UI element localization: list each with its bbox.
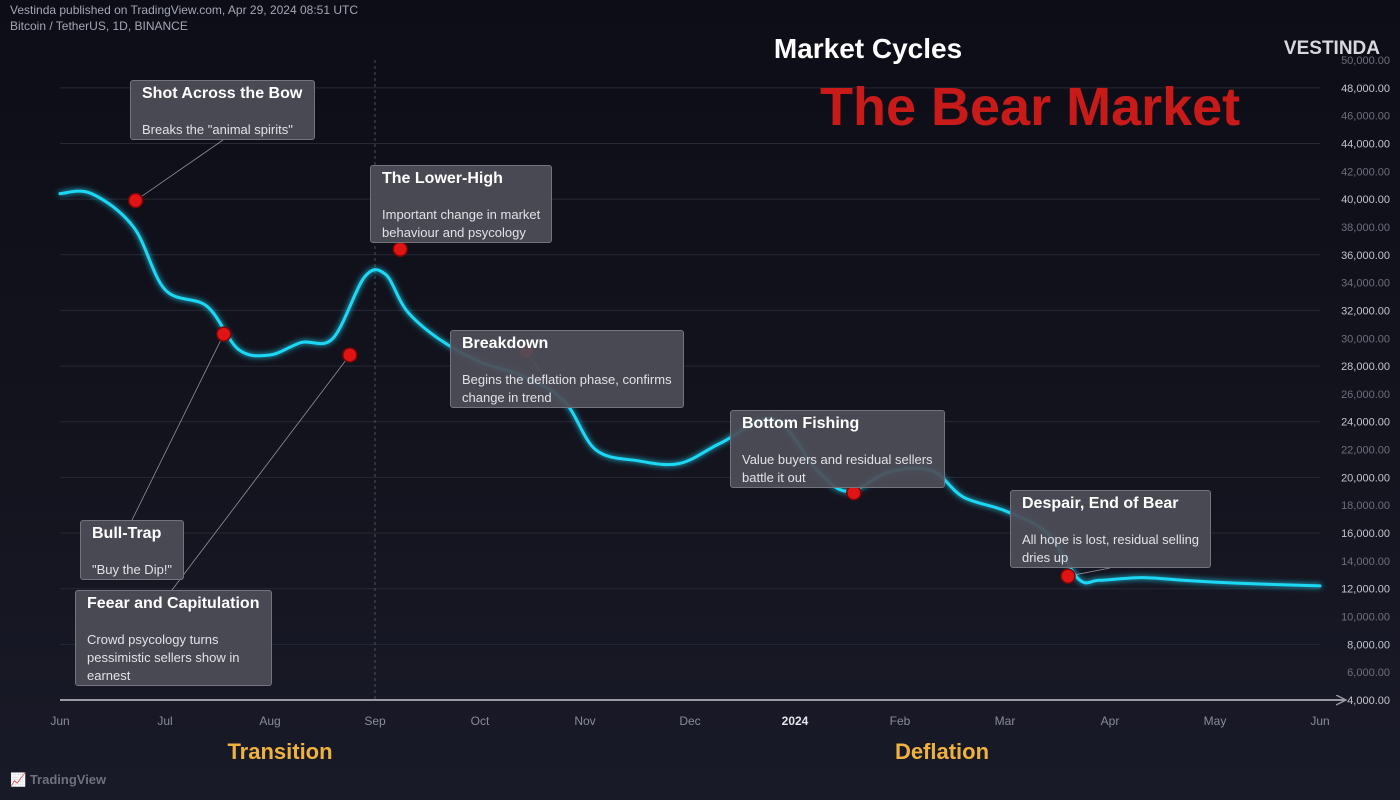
event-marker xyxy=(216,326,232,342)
leader-line xyxy=(135,139,224,201)
chart-title: Market Cycles xyxy=(773,33,963,64)
annotation-description: "Buy the Dip!" xyxy=(92,562,173,577)
y-tick-label: 20,000.00 xyxy=(1341,472,1390,484)
annotation-description: Important change in market behaviour and… xyxy=(382,207,541,240)
y-tick-label: 34,000.00 xyxy=(1341,278,1390,290)
annotation-lower-high: The Lower-High Important change in marke… xyxy=(370,165,552,243)
x-tick-label: Oct xyxy=(471,714,490,728)
y-tick-label: 10,000.00 xyxy=(1341,612,1390,624)
y-tick-label: 50,000.00 xyxy=(1341,55,1390,67)
y-tick-label: 14,000.00 xyxy=(1341,556,1390,568)
tradingview-logo-text: TradingView xyxy=(29,772,107,787)
annotation-shot-across-the-bow: Shot Across the Bow Breaks the "animal s… xyxy=(130,80,315,140)
y-tick-label: 48,000.00 xyxy=(1341,83,1390,95)
y-tick-label: 24,000.00 xyxy=(1341,417,1390,429)
y-tick-label: 36,000.00 xyxy=(1341,250,1390,262)
annotation-breakdown: Breakdown Begins the deflation phase, co… xyxy=(450,330,684,408)
annotation-title: Breakdown xyxy=(462,335,549,352)
x-tick-label: Jun xyxy=(1310,714,1329,728)
tradingview-chart-icon: 📈 xyxy=(10,772,27,787)
annotation-bottom-fishing: Bottom Fishing Value buyers and residual… xyxy=(730,410,945,488)
annotation-description: All hope is lost, residual selling dries… xyxy=(1022,532,1200,565)
annotation-description: Breaks the "animal spirits" xyxy=(142,122,293,137)
annotation-bull-trap: Bull-Trap "Buy the Dip!" xyxy=(80,520,184,580)
annotation-title: Bottom Fishing xyxy=(742,415,860,432)
y-tick-label: 18,000.00 xyxy=(1341,500,1390,512)
y-tick-label: 6,000.00 xyxy=(1347,667,1390,679)
event-marker xyxy=(342,347,358,363)
event-marker xyxy=(127,192,144,209)
x-tick-label: Mar xyxy=(995,714,1016,728)
publisher-info: Vestinda published on TradingView.com, A… xyxy=(10,3,359,17)
y-tick-label: 32,000.00 xyxy=(1341,305,1390,317)
annotation-title: The Lower-High xyxy=(382,170,503,187)
x-tick-label: 2024 xyxy=(782,714,809,728)
y-tick-label: 8,000.00 xyxy=(1347,639,1390,651)
y-tick-label: 30,000.00 xyxy=(1341,333,1390,345)
annotation-title: Bull-Trap xyxy=(92,525,162,542)
y-tick-label: 40,000.00 xyxy=(1341,194,1390,206)
annotation-title: Despair, End of Bear xyxy=(1022,495,1179,512)
phase-title: The Bear Market xyxy=(820,77,1241,137)
annotation-fear-capitulation: Feear and Capitulation Crowd psycology t… xyxy=(75,590,272,686)
annotation-title: Feear and Capitulation xyxy=(87,595,260,612)
x-tick-label: Jun xyxy=(50,714,69,728)
y-tick-label: 28,000.00 xyxy=(1341,361,1390,373)
x-tick-label: Nov xyxy=(574,714,595,728)
brand-logo: VESTINDA xyxy=(1283,38,1380,59)
event-marker xyxy=(392,241,408,257)
y-tick-label: 12,000.00 xyxy=(1341,584,1390,596)
x-tick-label: May xyxy=(1204,714,1227,728)
era-label-deflation: Deflation xyxy=(894,739,990,764)
y-tick-label: 16,000.00 xyxy=(1341,528,1390,540)
tradingview-logo: 📈 TradingView xyxy=(10,772,106,788)
annotation-despair: Despair, End of Bear All hope is lost, r… xyxy=(1010,490,1211,568)
x-tick-label: Aug xyxy=(259,714,280,728)
leader-line xyxy=(171,354,351,591)
y-tick-label: 46,000.00 xyxy=(1341,111,1390,123)
annotation-description: Crowd psycology turns pessimistic seller… xyxy=(87,632,240,683)
x-tick-label: Dec xyxy=(679,714,700,728)
symbol-info: Bitcoin / TetherUS, 1D, BINANCE xyxy=(10,19,188,33)
leader-line xyxy=(131,333,225,521)
x-tick-label: Sep xyxy=(364,714,386,728)
x-tick-label: Jul xyxy=(157,714,172,728)
y-tick-label: 44,000.00 xyxy=(1341,138,1390,150)
y-tick-label: 42,000.00 xyxy=(1341,166,1390,178)
annotation-description: Value buyers and residual sellers battle… xyxy=(742,452,933,485)
event-marker xyxy=(1060,568,1076,584)
y-tick-label: 26,000.00 xyxy=(1341,389,1390,401)
y-tick-label: 38,000.00 xyxy=(1341,222,1390,234)
annotation-description: Begins the deflation phase, confirms cha… xyxy=(462,372,672,405)
x-tick-label: Feb xyxy=(890,714,911,728)
y-tick-label: 4,000.00 xyxy=(1347,695,1390,707)
y-tick-label: 22,000.00 xyxy=(1341,445,1390,457)
era-label-transition: Transition xyxy=(227,739,333,764)
annotation-title: Shot Across the Bow xyxy=(142,85,303,102)
x-tick-label: Apr xyxy=(1101,714,1120,728)
